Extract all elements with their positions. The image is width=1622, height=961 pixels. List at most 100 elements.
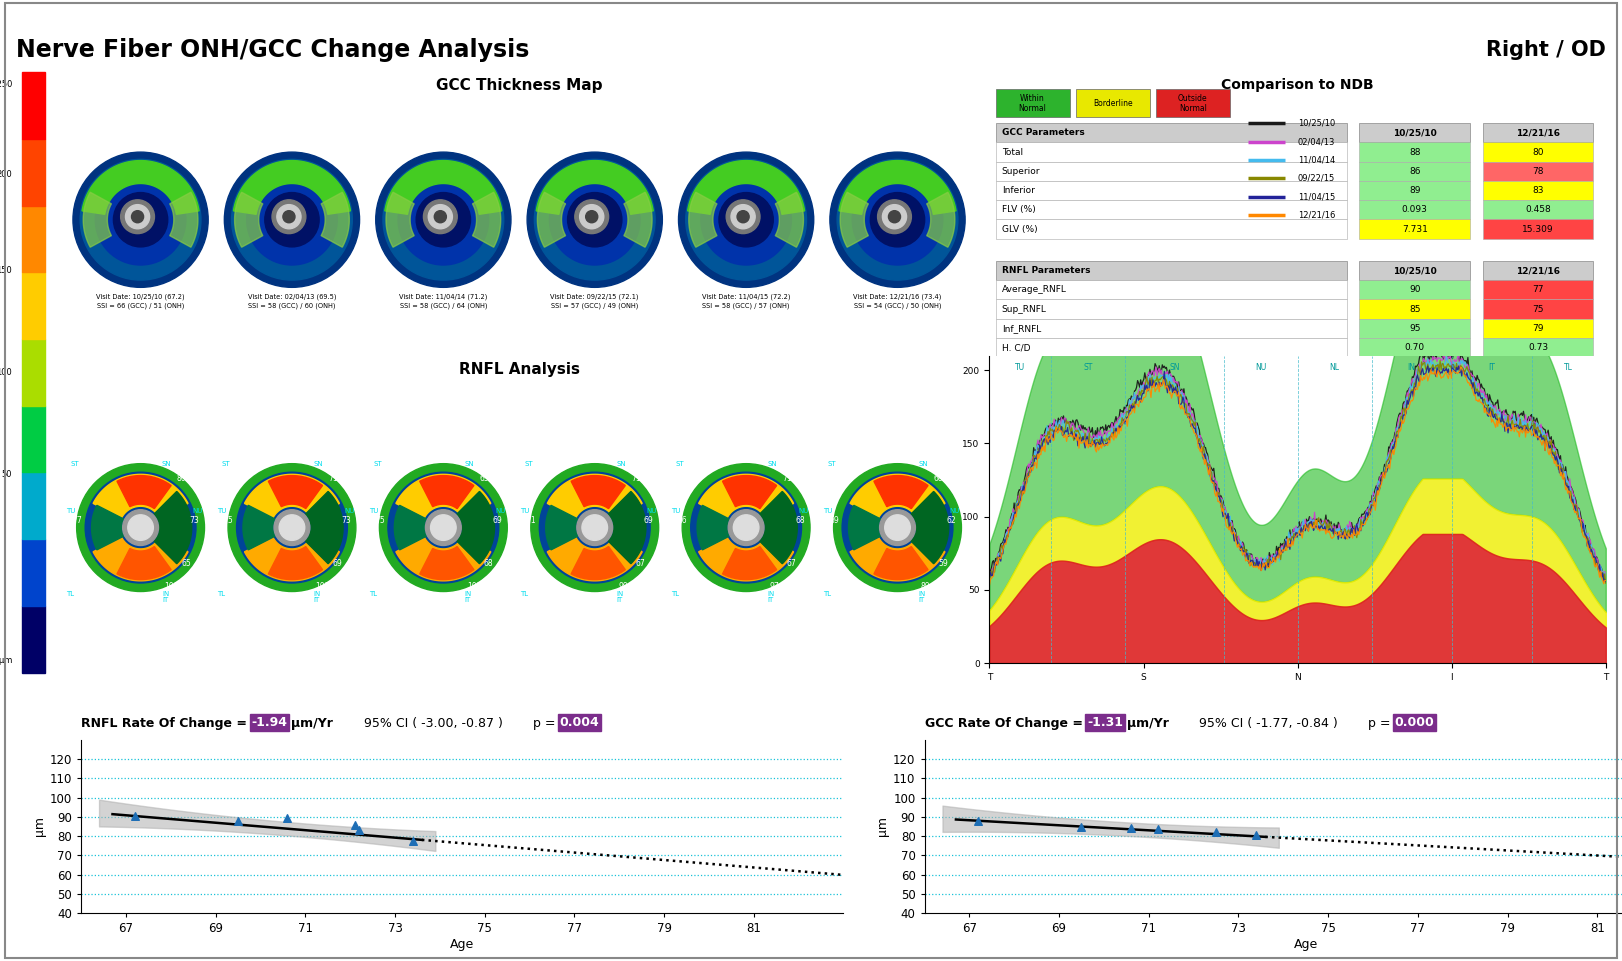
Bar: [23, 72, 45, 138]
Text: 150: 150: [0, 266, 13, 275]
Polygon shape: [839, 160, 955, 214]
FancyBboxPatch shape: [1359, 357, 1470, 377]
Text: 101: 101: [467, 582, 482, 591]
Text: NU: NU: [798, 507, 808, 514]
Text: 50: 50: [2, 470, 13, 479]
Circle shape: [530, 463, 659, 592]
Circle shape: [428, 205, 453, 229]
FancyBboxPatch shape: [996, 260, 1346, 281]
Text: TL: TL: [217, 591, 225, 597]
Point: [1118, 821, 1144, 836]
FancyBboxPatch shape: [996, 377, 1346, 396]
X-axis label: Age: Age: [451, 938, 474, 950]
FancyBboxPatch shape: [1483, 200, 1593, 219]
Text: IN: IN: [464, 591, 472, 597]
Circle shape: [79, 160, 201, 280]
FancyBboxPatch shape: [1483, 161, 1593, 181]
Text: Rim Area: Rim Area: [1002, 382, 1043, 391]
Text: Visit Date: 11/04/14 (71.2): Visit Date: 11/04/14 (71.2): [399, 293, 488, 300]
Polygon shape: [874, 547, 928, 579]
Polygon shape: [92, 475, 188, 518]
Polygon shape: [170, 192, 198, 247]
Circle shape: [120, 200, 154, 234]
Polygon shape: [571, 476, 626, 508]
Circle shape: [430, 515, 456, 540]
FancyBboxPatch shape: [1359, 123, 1470, 142]
Circle shape: [719, 192, 774, 247]
Text: SSI = 66 (GCC) / 51 (ONH): SSI = 66 (GCC) / 51 (ONH): [97, 303, 185, 308]
Polygon shape: [545, 505, 577, 550]
Text: 103: 103: [315, 582, 329, 591]
FancyBboxPatch shape: [1483, 123, 1593, 142]
Text: 11/04/14: 11/04/14: [1298, 156, 1335, 164]
Text: ST: ST: [827, 460, 835, 467]
Text: Right / OD: Right / OD: [1486, 40, 1606, 61]
Text: 0.70: 0.70: [1405, 343, 1424, 352]
Text: 65: 65: [224, 559, 234, 568]
Circle shape: [114, 192, 167, 247]
Text: 1.05: 1.05: [1528, 382, 1547, 391]
Text: 59: 59: [938, 559, 947, 568]
FancyBboxPatch shape: [996, 181, 1346, 200]
Text: 11/04/15: 11/04/15: [1298, 192, 1335, 201]
Text: Visit Date: 02/04/13 (69.5): Visit Date: 02/04/13 (69.5): [248, 293, 336, 300]
Text: 120: 120: [678, 582, 693, 591]
Bar: [23, 606, 45, 673]
Polygon shape: [537, 160, 654, 214]
FancyBboxPatch shape: [1359, 319, 1470, 338]
Polygon shape: [235, 192, 263, 247]
FancyBboxPatch shape: [996, 89, 1069, 117]
Text: 69: 69: [493, 516, 503, 526]
Circle shape: [871, 192, 925, 247]
Text: GLV (%): GLV (%): [1002, 225, 1038, 234]
Polygon shape: [234, 160, 350, 214]
Text: SN: SN: [464, 460, 474, 467]
Text: 99: 99: [618, 582, 628, 591]
Bar: [23, 339, 45, 406]
Text: p =: p =: [534, 717, 560, 729]
Text: 68: 68: [795, 516, 805, 526]
Text: 75: 75: [375, 516, 384, 526]
Circle shape: [736, 210, 749, 223]
Text: 132: 132: [375, 582, 389, 591]
Y-axis label: μm: μm: [876, 817, 889, 836]
Circle shape: [878, 200, 912, 234]
Bar: [23, 406, 45, 473]
Circle shape: [879, 509, 915, 546]
Text: SSI = 58 (GCC) / 60 (ONH): SSI = 58 (GCC) / 60 (ONH): [248, 303, 336, 308]
Point: [225, 813, 251, 828]
Text: 85: 85: [1410, 305, 1421, 313]
Text: 103: 103: [829, 474, 843, 482]
Text: IN: IN: [616, 591, 623, 597]
Text: H. C/D: H. C/D: [1002, 343, 1030, 352]
Text: 10/25/10: 10/25/10: [1393, 128, 1437, 137]
Polygon shape: [305, 491, 344, 564]
FancyBboxPatch shape: [996, 161, 1346, 181]
Text: 106: 106: [678, 474, 693, 482]
FancyBboxPatch shape: [996, 281, 1346, 300]
Text: TL: TL: [521, 591, 529, 597]
Point: [401, 833, 427, 849]
Polygon shape: [759, 491, 798, 564]
FancyBboxPatch shape: [1359, 142, 1470, 161]
Text: IN: IN: [918, 591, 926, 597]
Text: RNFL Parameters: RNFL Parameters: [1002, 266, 1090, 275]
FancyBboxPatch shape: [1359, 377, 1470, 396]
Polygon shape: [699, 537, 793, 580]
Circle shape: [417, 192, 470, 247]
Circle shape: [834, 463, 962, 592]
Text: TL: TL: [672, 591, 680, 597]
Text: p =: p =: [1369, 717, 1395, 729]
Text: 12/21/16: 12/21/16: [1517, 128, 1560, 137]
Text: 0.458: 0.458: [1525, 206, 1551, 214]
Polygon shape: [245, 475, 339, 518]
Circle shape: [579, 205, 603, 229]
Text: 0.093: 0.093: [1401, 206, 1427, 214]
Text: NL: NL: [1330, 363, 1340, 372]
Text: 107: 107: [527, 474, 542, 482]
Text: IT: IT: [1489, 363, 1495, 372]
Circle shape: [574, 200, 608, 234]
Text: GCC Parameters: GCC Parameters: [1002, 128, 1085, 137]
Circle shape: [534, 160, 655, 280]
Text: Visit Date: 11/04/15 (72.2): Visit Date: 11/04/15 (72.2): [702, 293, 790, 300]
